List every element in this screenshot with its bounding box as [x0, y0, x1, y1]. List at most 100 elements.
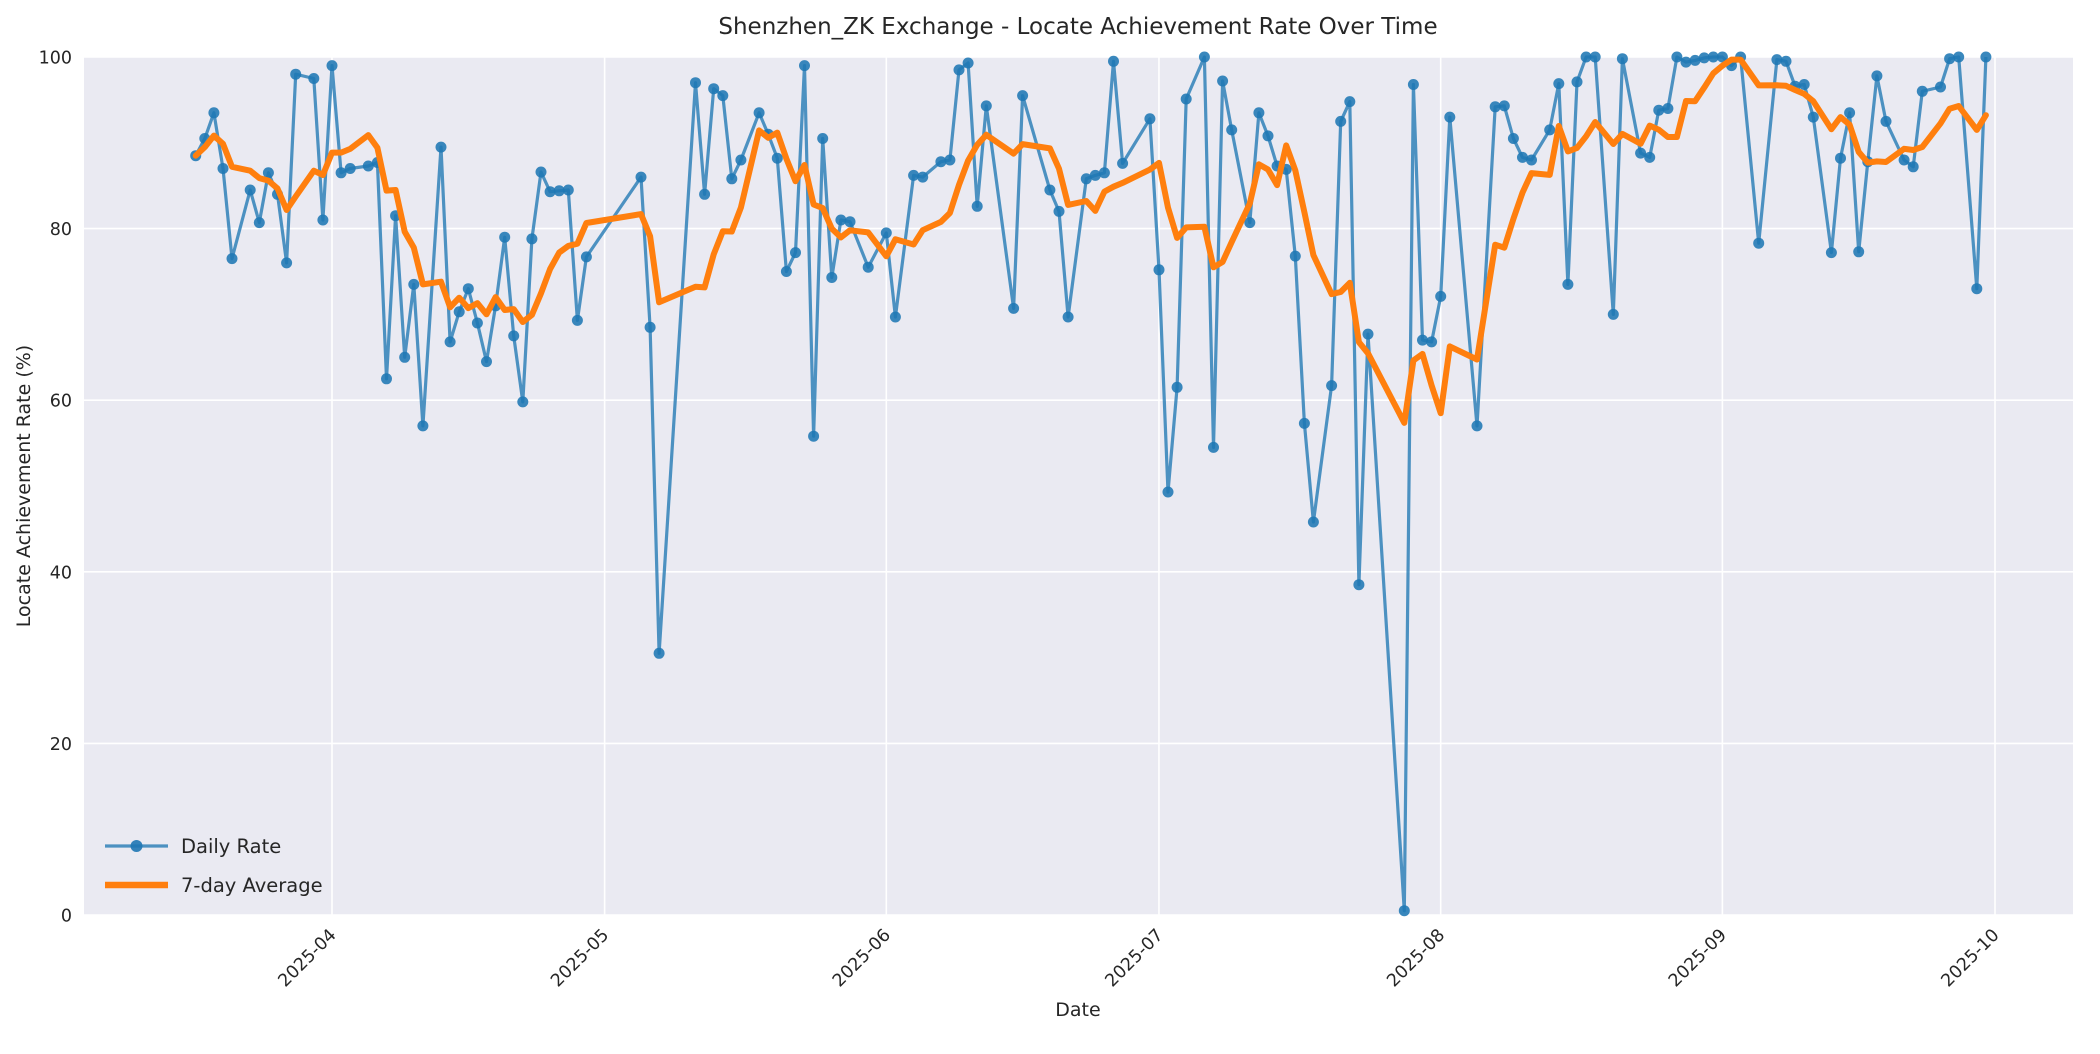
data-point-marker: [244, 184, 256, 196]
data-point-marker: [1953, 51, 1965, 63]
x-tick-label: 2025-04: [275, 925, 341, 991]
data-point-marker: [553, 185, 565, 197]
data-point-marker: [1825, 247, 1837, 259]
data-point-marker: [1753, 237, 1765, 249]
data-point-marker: [753, 107, 765, 119]
data-point-marker: [1935, 81, 1946, 93]
data-point-marker: [1907, 161, 1919, 173]
data-point-marker: [308, 73, 320, 84]
data-series: [190, 51, 1992, 917]
data-point-marker: [889, 311, 901, 323]
data-point-marker: [544, 186, 556, 198]
data-point-marker: [1589, 51, 1601, 63]
data-point-marker: [1562, 278, 1574, 290]
data-point-marker: [1944, 53, 1956, 65]
data-point-marker: [817, 133, 829, 144]
data-point-marker: [1916, 85, 1928, 97]
data-point-marker: [217, 163, 229, 174]
data-point-marker: [808, 430, 820, 442]
data-point-marker: [1653, 104, 1665, 116]
data-point-marker: [1108, 55, 1119, 67]
data-point-marker: [444, 336, 456, 348]
data-point-marker: [690, 77, 701, 89]
data-point-marker: [1198, 51, 1210, 63]
data-point-marker: [1798, 79, 1810, 90]
data-point-marker: [1080, 173, 1092, 185]
data-point-marker: [717, 90, 729, 102]
y-tick-label: 20: [50, 735, 72, 755]
data-point-marker: [290, 68, 302, 80]
data-point-marker: [344, 163, 356, 174]
plot-area: [84, 57, 2073, 915]
x-axis-label: Date: [1055, 999, 1100, 1021]
data-point-marker: [780, 266, 792, 277]
data-point-marker: [1153, 264, 1165, 276]
data-point-marker: [1880, 115, 1892, 127]
data-point-marker: [844, 216, 856, 228]
chart-title: Shenzhen_ZK Exchange - Locate Achievemen…: [718, 14, 1437, 40]
y-tick-label: 100: [39, 49, 72, 69]
data-point-marker: [1807, 111, 1819, 123]
data-point-marker: [1689, 54, 1701, 66]
data-point-marker: [1217, 75, 1229, 87]
legend-daily-marker-sample: [130, 840, 143, 852]
data-point-marker: [562, 184, 574, 196]
data-point-marker: [1344, 96, 1356, 108]
data-point-marker: [971, 200, 983, 212]
data-point-marker: [644, 321, 656, 333]
data-point-marker: [471, 317, 483, 329]
data-point-marker: [1716, 51, 1728, 63]
data-point-marker: [1044, 184, 1056, 196]
data-point-marker: [481, 356, 492, 368]
data-point-marker: [735, 154, 747, 166]
seven-day-average-line: [192, 56, 1989, 426]
data-point-marker: [1844, 107, 1856, 119]
y-tick-label: 40: [50, 563, 72, 583]
data-point-marker: [1353, 579, 1365, 591]
data-point-marker: [1971, 283, 1983, 295]
data-point-marker: [499, 231, 511, 243]
data-point-marker: [1553, 78, 1565, 90]
data-point-marker: [1180, 93, 1192, 105]
data-point-marker: [1244, 217, 1256, 229]
legend: Daily Rate 7-day Average: [105, 835, 323, 897]
data-point-marker: [653, 647, 665, 659]
data-point-marker: [1017, 90, 1029, 102]
data-point-marker: [1062, 311, 1074, 323]
data-point-marker: [1571, 76, 1583, 88]
data-point-marker: [281, 257, 293, 269]
data-point-marker: [1298, 417, 1310, 429]
data-point-marker: [208, 107, 220, 119]
data-point-marker: [1089, 169, 1101, 181]
data-point-marker: [1835, 152, 1846, 164]
data-point-marker: [517, 396, 529, 408]
data-point-marker: [1471, 420, 1483, 432]
data-point-marker: [1498, 100, 1510, 112]
data-point-marker: [435, 141, 447, 153]
data-point-marker: [1980, 51, 1992, 63]
data-point-marker: [1307, 516, 1319, 528]
data-point-marker: [1544, 124, 1556, 136]
x-tick-label: 2025-07: [1102, 925, 1168, 991]
data-point-marker: [1662, 103, 1674, 114]
data-point-marker: [708, 83, 720, 95]
data-point-marker: [980, 100, 992, 112]
x-tick-label: 2025-09: [1665, 925, 1731, 991]
data-point-marker: [1671, 51, 1683, 63]
data-point-marker: [1526, 154, 1537, 166]
data-point-marker: [862, 261, 874, 273]
data-point-marker: [1171, 381, 1183, 393]
daily-rate-markers: [190, 51, 1992, 917]
data-point-marker: [1489, 101, 1501, 113]
data-point-marker: [1407, 79, 1419, 90]
data-point-marker: [1698, 52, 1710, 64]
data-point-marker: [326, 60, 338, 72]
y-axis-label: Locate Achievement Rate (%): [13, 345, 35, 627]
data-point-marker: [1362, 328, 1374, 340]
data-point-marker: [944, 154, 956, 166]
data-point-marker: [1262, 130, 1274, 142]
data-point-marker: [935, 156, 947, 168]
data-point-marker: [1780, 55, 1792, 67]
data-point-marker: [953, 64, 965, 76]
